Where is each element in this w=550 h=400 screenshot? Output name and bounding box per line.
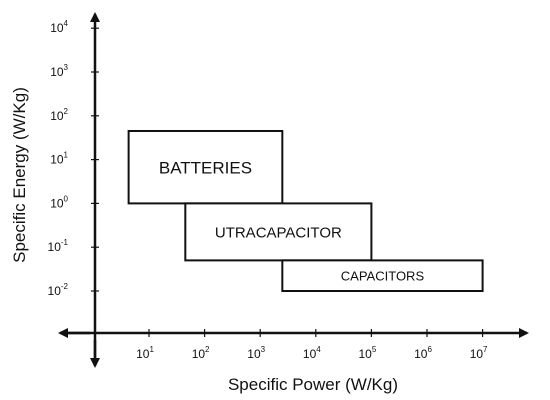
x-tick-label: 103 xyxy=(247,345,265,361)
region-capacitors xyxy=(281,259,484,292)
y-tick-label: 10-1 xyxy=(48,238,69,254)
y-axis-title: Specific Energy (W/Kg) xyxy=(10,87,29,263)
x-ticks: 101 102 103 104 105 106 107 xyxy=(136,329,488,361)
x-tick-label: 104 xyxy=(303,345,321,361)
region-batteries xyxy=(127,129,284,205)
y-ticks: 10-2 10-1 100 101 102 103 104 xyxy=(48,19,99,298)
x-tick-label: 105 xyxy=(358,345,376,361)
y-tick-label: 100 xyxy=(50,194,68,210)
x-tick-label: 106 xyxy=(414,345,432,361)
y-tick-label: 103 xyxy=(50,63,68,79)
x-tick-label: 102 xyxy=(192,345,210,361)
x-axis-title: Specific Power (W/Kg) xyxy=(228,375,398,394)
region-label-batteries: BATTERIES xyxy=(159,158,252,177)
region-utracapacitor xyxy=(184,202,373,262)
y-tick-label: 104 xyxy=(50,19,68,35)
y-tick-label: 101 xyxy=(50,151,68,167)
regions: BATTERIES UTRACAPACITOR CAPACITORS xyxy=(127,129,484,292)
region-label-capacitors: CAPACITORS xyxy=(341,268,425,283)
region-label-utracapacitor: UTRACAPACITOR xyxy=(215,224,342,241)
x-tick-label: 101 xyxy=(136,345,154,361)
x-tick-label: 107 xyxy=(470,345,488,361)
y-tick-label: 102 xyxy=(50,107,68,123)
y-tick-label: 10-2 xyxy=(48,282,69,298)
